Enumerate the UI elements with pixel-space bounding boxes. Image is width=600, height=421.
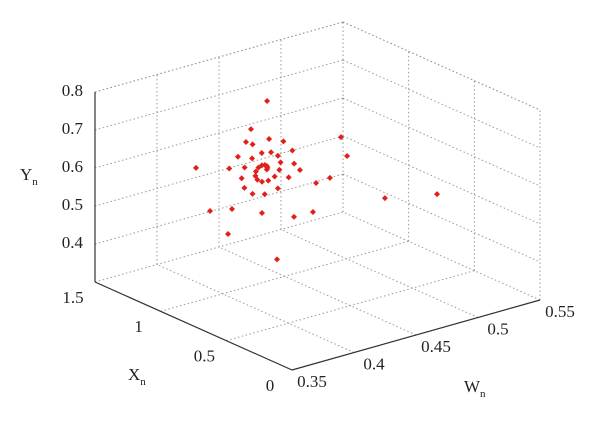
point xyxy=(264,98,271,105)
y-axis-line xyxy=(94,281,293,371)
x-tick-label: 0.35 xyxy=(297,372,327,391)
point xyxy=(434,191,441,198)
point xyxy=(207,207,214,214)
point xyxy=(254,176,261,183)
box-edge xyxy=(94,21,344,93)
z-tick-label: 0.4 xyxy=(62,233,84,252)
grid-line xyxy=(226,270,475,342)
point xyxy=(243,138,249,145)
point xyxy=(228,205,235,212)
point xyxy=(258,150,265,157)
point xyxy=(313,179,320,186)
point xyxy=(291,160,298,167)
point xyxy=(344,152,351,159)
grid-line xyxy=(94,211,344,283)
point xyxy=(249,141,256,148)
point xyxy=(234,153,241,160)
z-tick-label: 0.8 xyxy=(62,81,83,100)
grid-line xyxy=(94,59,344,131)
grid-line xyxy=(280,229,479,318)
x-axis-line xyxy=(291,299,541,371)
z-tick-label: 0.7 xyxy=(62,119,84,138)
grid-line xyxy=(342,59,541,149)
point xyxy=(261,191,268,198)
point xyxy=(226,165,233,172)
point xyxy=(274,256,280,263)
grid-line xyxy=(342,173,541,263)
point xyxy=(274,152,281,159)
grid-line xyxy=(218,246,417,336)
point xyxy=(276,166,283,173)
z-tick-label: 0.5 xyxy=(62,195,83,214)
grid-line xyxy=(342,135,541,225)
y-axis-title-text: X xyxy=(128,365,140,384)
point xyxy=(337,134,344,141)
z-axis-title: Yn xyxy=(20,165,38,188)
point xyxy=(381,195,388,202)
x-axis-title-text: W xyxy=(464,377,481,396)
x-axis-title-sub: n xyxy=(480,388,486,400)
point xyxy=(241,184,248,191)
point xyxy=(255,164,262,171)
grid-line xyxy=(342,211,541,301)
point xyxy=(238,175,245,182)
point xyxy=(277,159,284,166)
point xyxy=(249,155,256,162)
point xyxy=(258,210,265,217)
y-tick-label: 1.5 xyxy=(62,288,83,307)
point xyxy=(249,190,256,197)
y-axis-title: Xn xyxy=(128,365,146,388)
point xyxy=(268,149,275,156)
grid-line xyxy=(156,264,355,353)
point xyxy=(289,147,296,154)
z-axis-title-text: Y xyxy=(20,165,32,184)
point xyxy=(193,164,200,171)
point xyxy=(290,213,297,220)
point xyxy=(274,185,281,192)
point xyxy=(258,178,265,185)
point xyxy=(247,126,254,133)
grid-line xyxy=(342,97,541,187)
point xyxy=(225,231,232,238)
x-tick-label: 0.45 xyxy=(421,337,451,356)
point xyxy=(241,164,248,171)
box-edge xyxy=(342,21,541,111)
point xyxy=(265,177,272,184)
y-tick-label: 0 xyxy=(266,376,275,395)
z-tick-label: 0.6 xyxy=(62,157,83,176)
point xyxy=(280,138,287,145)
point xyxy=(296,167,303,174)
point xyxy=(271,173,278,180)
point xyxy=(252,172,259,179)
x-tick-label: 0.5 xyxy=(487,319,508,338)
grid-line xyxy=(94,135,344,207)
point xyxy=(285,174,292,181)
point xyxy=(309,208,316,215)
x-tick-label: 0.55 xyxy=(545,302,575,321)
grid-line xyxy=(160,240,409,312)
point xyxy=(252,168,259,175)
grid-line xyxy=(94,97,344,169)
y-tick-label: 1 xyxy=(134,317,143,336)
point xyxy=(266,135,273,142)
x-tick-label: 0.4 xyxy=(363,354,385,373)
z-axis-title-sub: n xyxy=(32,176,38,188)
point xyxy=(326,174,333,181)
y-axis-title-sub: n xyxy=(140,376,146,388)
grid-line xyxy=(94,173,344,245)
x-axis-title: Wn xyxy=(464,377,486,400)
y-tick-label: 0.5 xyxy=(194,347,215,366)
